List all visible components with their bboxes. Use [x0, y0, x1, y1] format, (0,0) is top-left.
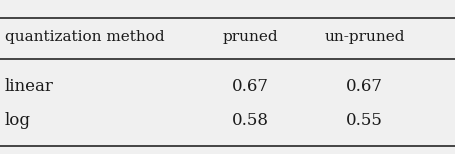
- Text: 0.67: 0.67: [345, 78, 383, 95]
- Text: quantization method: quantization method: [5, 30, 164, 44]
- Text: 0.67: 0.67: [232, 78, 269, 95]
- Text: log: log: [5, 112, 30, 129]
- Text: un-pruned: un-pruned: [324, 30, 404, 44]
- Text: pruned: pruned: [222, 30, 278, 44]
- Text: 0.58: 0.58: [232, 112, 269, 129]
- Text: 0.55: 0.55: [346, 112, 382, 129]
- Text: linear: linear: [5, 78, 53, 95]
